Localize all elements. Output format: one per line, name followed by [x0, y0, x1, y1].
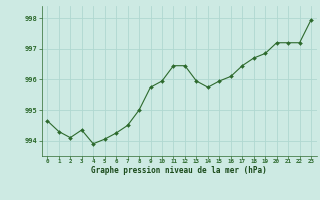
X-axis label: Graphe pression niveau de la mer (hPa): Graphe pression niveau de la mer (hPa) — [91, 166, 267, 175]
